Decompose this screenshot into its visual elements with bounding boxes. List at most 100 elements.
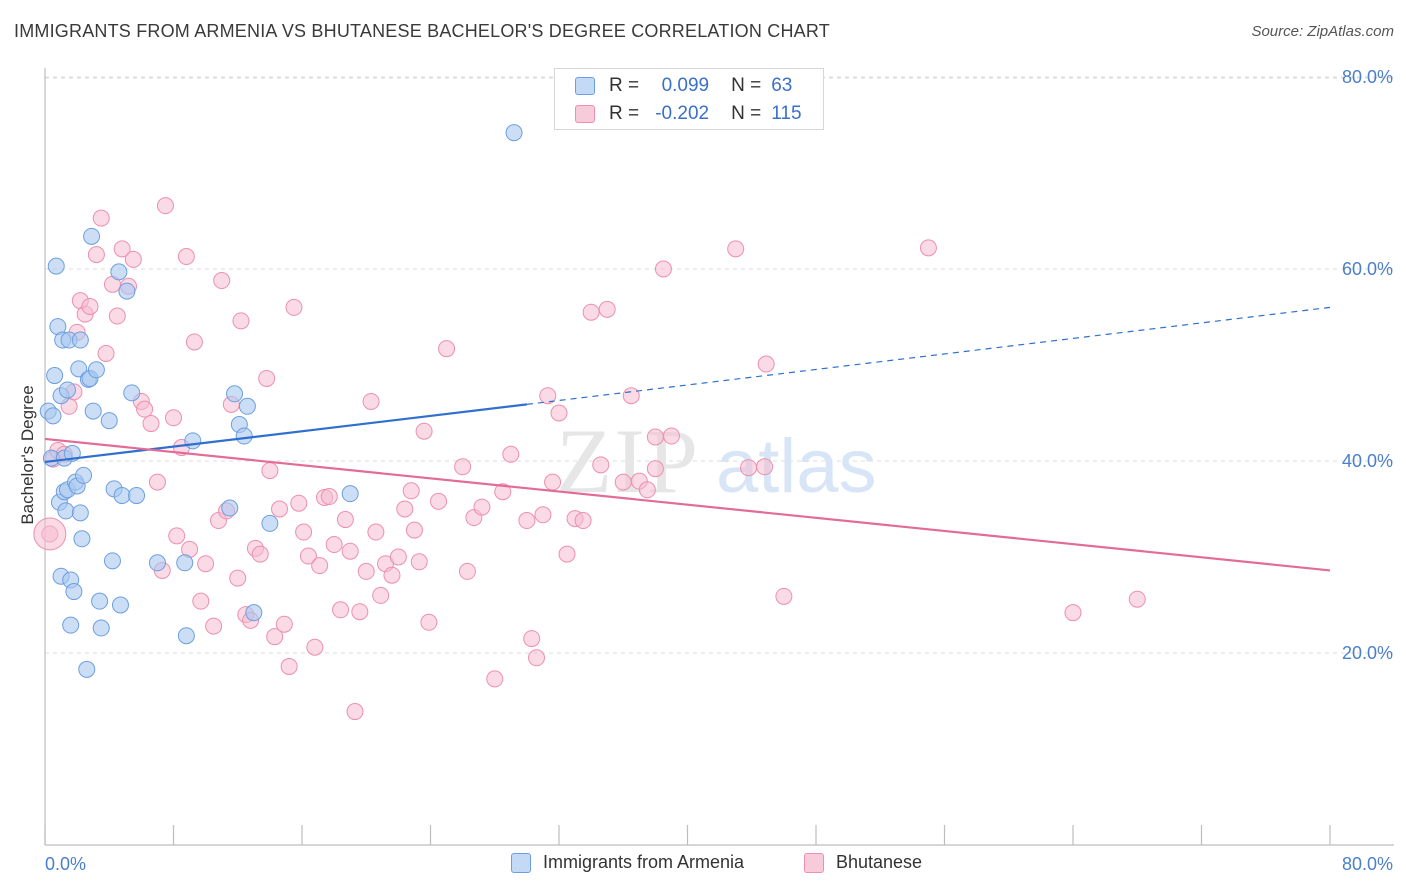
data-point-bhutanese — [574, 512, 592, 530]
data-point-armenia — [176, 554, 194, 572]
data-point-bhutanese — [357, 562, 375, 580]
trendline-armenia-projection — [526, 306, 1331, 405]
data-point-bhutanese — [156, 197, 174, 215]
data-point-bhutanese — [494, 483, 512, 501]
data-point-armenia — [71, 331, 89, 349]
data-point-armenia — [235, 427, 253, 445]
trend-lines — [44, 306, 1331, 572]
data-point-armenia — [71, 504, 89, 522]
data-point-bhutanese — [410, 553, 428, 571]
data-point-bhutanese — [756, 458, 774, 476]
data-point-bhutanese — [148, 473, 166, 491]
data-point-bhutanese — [351, 603, 369, 621]
data-point-armenia — [184, 432, 202, 450]
grid-lines — [45, 76, 1394, 654]
data-point-bhutanese — [280, 657, 298, 675]
data-point-bhutanese — [582, 303, 600, 321]
data-point-armenia — [44, 407, 62, 425]
data-point-armenia — [57, 502, 75, 520]
data-point-bhutanese — [271, 500, 289, 518]
data-point-armenia — [226, 385, 244, 403]
data-point-armenia — [110, 263, 128, 281]
data-point-bhutanese — [1128, 590, 1146, 608]
data-point-armenia — [78, 660, 96, 678]
data-point-armenia — [58, 381, 76, 399]
x-tick-label: 80.0% — [1342, 854, 1393, 874]
legend-swatch-bhutanese — [804, 852, 824, 873]
data-point-bhutanese — [544, 473, 562, 491]
data-point-bhutanese — [558, 545, 576, 563]
data-point-armenia — [87, 361, 105, 379]
legend-r-label: R = — [609, 103, 640, 124]
data-point-armenia — [113, 487, 131, 505]
data-point-bhutanese — [662, 427, 680, 445]
legend-r-value-armenia: 0.099 — [661, 75, 710, 96]
data-point-bhutanese — [740, 459, 758, 477]
legend-item-armenia: Immigrants from Armenia — [511, 852, 744, 873]
legend-item-bhutanese: Bhutanese — [804, 852, 922, 873]
data-point-bhutanese — [1064, 604, 1082, 622]
data-point-bhutanese — [372, 586, 390, 604]
data-point-armenia — [245, 604, 263, 622]
data-point-bhutanese — [389, 548, 407, 566]
data-point-bhutanese — [727, 240, 745, 258]
trendline-armenia — [44, 403, 528, 464]
data-point-bhutanese — [539, 387, 557, 405]
data-point-bhutanese — [275, 615, 293, 633]
data-point-armenia — [100, 412, 118, 430]
data-point-bhutanese — [311, 557, 329, 575]
data-point-armenia — [221, 499, 239, 517]
data-point-bhutanese — [614, 473, 632, 491]
data-point-bhutanese — [502, 445, 520, 463]
data-point-bhutanese — [258, 369, 276, 387]
data-point-bhutanese — [177, 248, 195, 266]
data-point-bhutanese — [438, 340, 456, 358]
data-point-bhutanese — [405, 521, 423, 539]
data-point-bhutanese — [113, 240, 131, 258]
data-point-armenia — [46, 367, 64, 385]
data-point-bhutanese — [367, 523, 385, 541]
data-point-armenia — [70, 360, 88, 378]
data-point-bhutanese — [430, 492, 448, 510]
data-point-bhutanese — [332, 601, 350, 619]
legend-label-armenia: Immigrants from Armenia — [543, 852, 745, 872]
data-point-bhutanese — [473, 498, 491, 516]
data-point-bhutanese — [285, 298, 303, 316]
watermark-atlas: atlas — [716, 424, 877, 509]
data-point-bhutanese — [383, 566, 401, 584]
data-point-bhutanese — [165, 409, 182, 427]
data-point-armenia — [75, 466, 93, 484]
armenia-points — [39, 124, 523, 678]
data-point-bhutanese — [192, 592, 210, 610]
y-tick-label: 40.0% — [1342, 451, 1393, 471]
data-point-armenia — [91, 592, 109, 610]
data-point-bhutanese — [622, 387, 640, 405]
legend-label-bhutanese: Bhutanese — [836, 852, 923, 872]
data-point-bhutanese — [197, 555, 215, 573]
data-point-bhutanese — [598, 300, 616, 318]
data-point-bhutanese — [458, 562, 476, 580]
legend-row-armenia: R = 0.099 N = 63 — [575, 73, 792, 99]
data-point-armenia — [118, 282, 136, 300]
data-point-bhutanese — [232, 312, 250, 330]
legend-n-label: N = — [731, 75, 762, 96]
watermark-zip: ZIP — [556, 410, 700, 512]
data-point-armenia — [65, 583, 83, 601]
data-point-bhutanese — [213, 272, 231, 290]
data-point-armenia — [73, 530, 91, 548]
data-point-armenia — [92, 619, 110, 637]
data-point-armenia — [84, 402, 102, 420]
data-point-bhutanese — [396, 500, 414, 518]
data-point-bhutanese — [638, 481, 656, 499]
series-legend: Immigrants from Armenia Bhutanese — [0, 852, 1406, 878]
data-point-armenia — [505, 124, 523, 142]
y-tick-labels: 20.0% 40.0% 60.0% 80.0% — [1342, 67, 1393, 663]
data-point-bhutanese — [646, 460, 664, 478]
legend-n-value-bhutanese: 115 — [771, 103, 802, 124]
data-point-bhutanese — [919, 239, 937, 257]
data-point-bhutanese — [81, 297, 99, 315]
data-point-bhutanese — [33, 517, 67, 551]
data-point-armenia — [177, 627, 195, 645]
legend-row-bhutanese: R = -0.202 N = 115 — [575, 101, 802, 127]
